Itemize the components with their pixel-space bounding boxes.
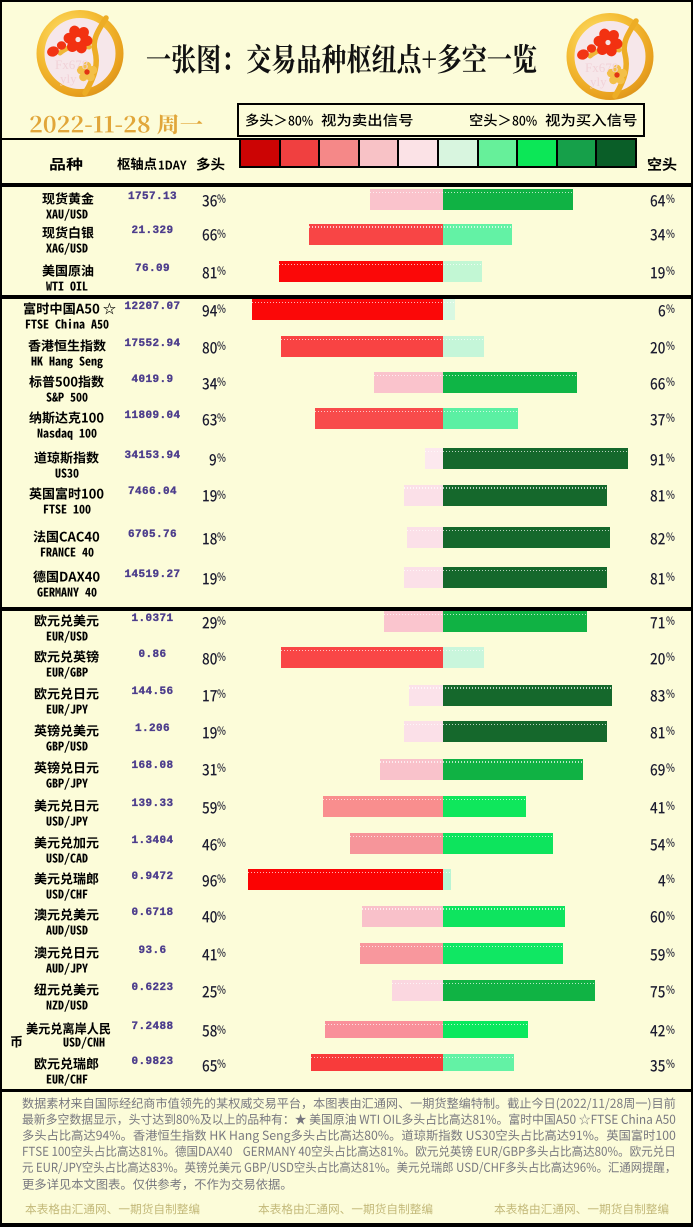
svg-text:Fx678: Fx678 <box>585 60 618 75</box>
svg-text:yly: yly <box>590 74 607 89</box>
svg-text:yly: yly <box>60 71 77 86</box>
svg-text:Fx678: Fx678 <box>55 57 88 72</box>
